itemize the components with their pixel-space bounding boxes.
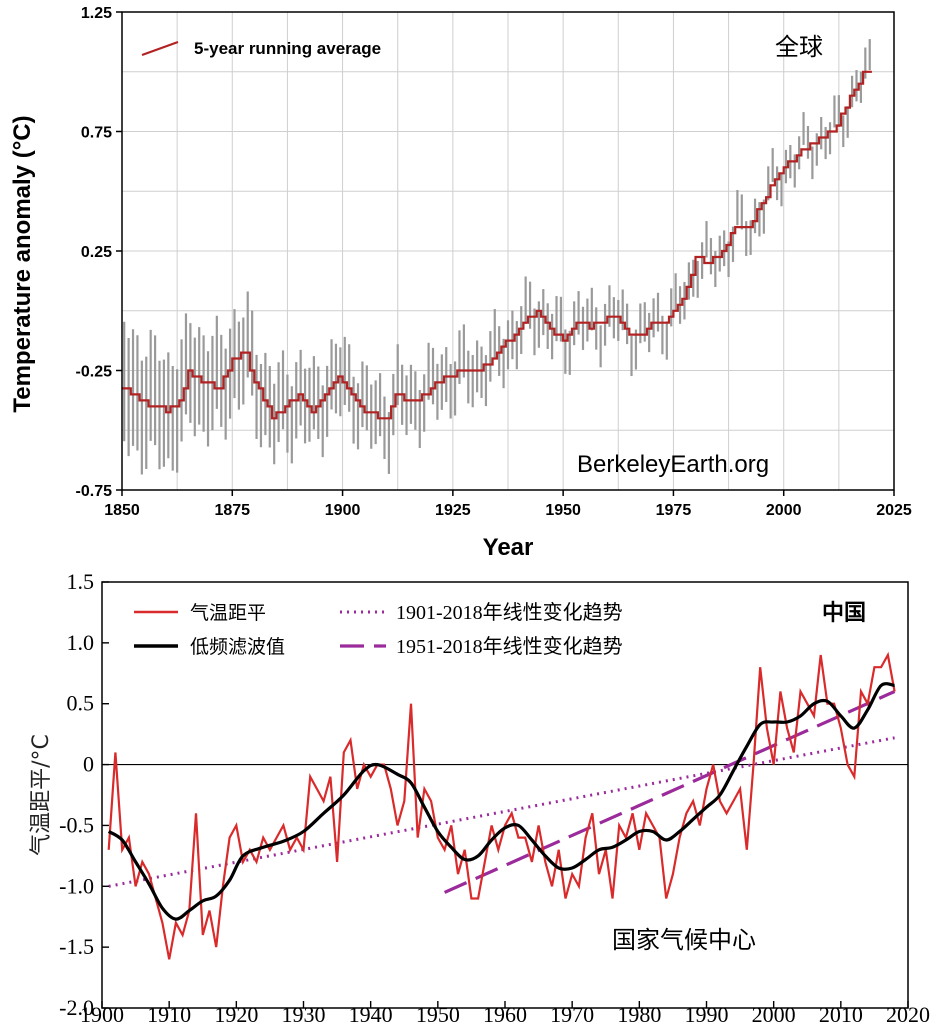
global-grid: [122, 12, 894, 490]
global-y-tick-label: -0.25: [76, 364, 113, 381]
global-uncertainty-bars: [123, 39, 871, 475]
global-series-line: [122, 70, 872, 420]
china-legend-label-trend-1901: 1901-2018年线性变化趋势: [396, 601, 623, 624]
china-x-tick-label: 1960: [483, 1002, 527, 1024]
china-x-tick-label: 1900: [80, 1002, 124, 1024]
china-y-tick-label: 0.5: [67, 691, 95, 716]
china-y-tick-label: -1.0: [59, 873, 94, 898]
china-x-tick-label: 1910: [147, 1002, 191, 1024]
china-smoothed-line: [107, 682, 895, 921]
china-y-tick-label: 0: [83, 752, 94, 777]
global-x-tick-label: 1850: [104, 502, 140, 519]
global-y-tick-label: 0.75: [81, 125, 112, 142]
china-x-tick-label: 1930: [282, 1002, 326, 1024]
global-legend-swatch: [141, 40, 179, 57]
china-watermark: 国家气候中心: [612, 926, 756, 954]
china-legend-label-trend-1951: 1951-2018年线性变化趋势: [396, 635, 623, 658]
china-y-axis-label: 气温距平/°C: [29, 734, 54, 856]
china-anomaly-line: [107, 651, 896, 960]
global-title: 全球: [775, 33, 823, 61]
china-x-tick-label: 2010: [819, 1002, 863, 1024]
china-x-tick-label: 1940: [349, 1002, 393, 1024]
global-x-tick-label: 2025: [876, 502, 912, 519]
china-x-ticks: 1900 1910 1920 1930 1940 1950 1960 1970 1980 1990…: [80, 1001, 930, 1024]
china-y-tick-label: 1.5: [67, 569, 95, 594]
global-y-tick-label: 0.25: [81, 244, 112, 261]
china-x-tick-label: 2020: [886, 1002, 930, 1024]
global-x-tick-label: 2000: [766, 502, 802, 519]
china-x-tick-label: 1980: [617, 1002, 661, 1024]
china-legend-label-smooth: 低频滤波值: [190, 636, 285, 658]
china-y-tick-label: -2.0: [59, 995, 94, 1020]
global-x-tick-label: 1925: [435, 502, 471, 519]
global-x-tick-label: 1900: [325, 502, 361, 519]
global-y-tick-label: -0.75: [76, 483, 113, 500]
china-x-tick-label: 1990: [685, 1002, 729, 1024]
global-y-tick-label: 1.25: [81, 5, 112, 22]
china-x-tick-label: 1970: [550, 1002, 594, 1024]
china-x-tick-label: 1950: [416, 1002, 460, 1024]
global-y-axis-label: Temperature anomaly (°C): [9, 115, 36, 412]
china-x-tick-label: 1920: [214, 1002, 258, 1024]
global-x-tick-label: 1975: [656, 502, 692, 519]
china-y-tick-label: 1.0: [67, 630, 95, 655]
global-x-tick-label: 1950: [545, 502, 581, 519]
china-trend-1951-line: [443, 690, 896, 894]
global-x-axis-label: Year: [483, 534, 534, 561]
china-legend-label-raw: 气温距平: [190, 602, 266, 624]
global-chart: 1850 1875 1900 1925 1950 1975 2000 2025 1.25 0.7…: [9, 5, 912, 561]
global-x-tick-label: 1875: [214, 502, 250, 519]
china-x-tick-label: 2000: [752, 1002, 796, 1024]
china-chart: 1900 1910 1920 1930 1940 1950 1960 1970 1980 1990…: [29, 569, 930, 1024]
global-y-ticks: 1.25 0.75 0.25 -0.25 -0.75: [76, 5, 122, 500]
china-title: 中国: [822, 601, 866, 626]
global-x-ticks: 1850 1875 1900 1925 1950 1975 2000 2025: [104, 490, 912, 519]
global-legend-label: 5-year running average: [194, 39, 381, 58]
global-watermark: BerkeleyEarth.org: [577, 451, 769, 478]
china-y-tick-label: -0.5: [59, 812, 94, 837]
china-y-tick-label: -1.5: [59, 934, 94, 959]
china-y-ticks: 1.5 1.0 0.5 0 -0.5 -1.0 -1.5 -2.0: [59, 569, 109, 1020]
